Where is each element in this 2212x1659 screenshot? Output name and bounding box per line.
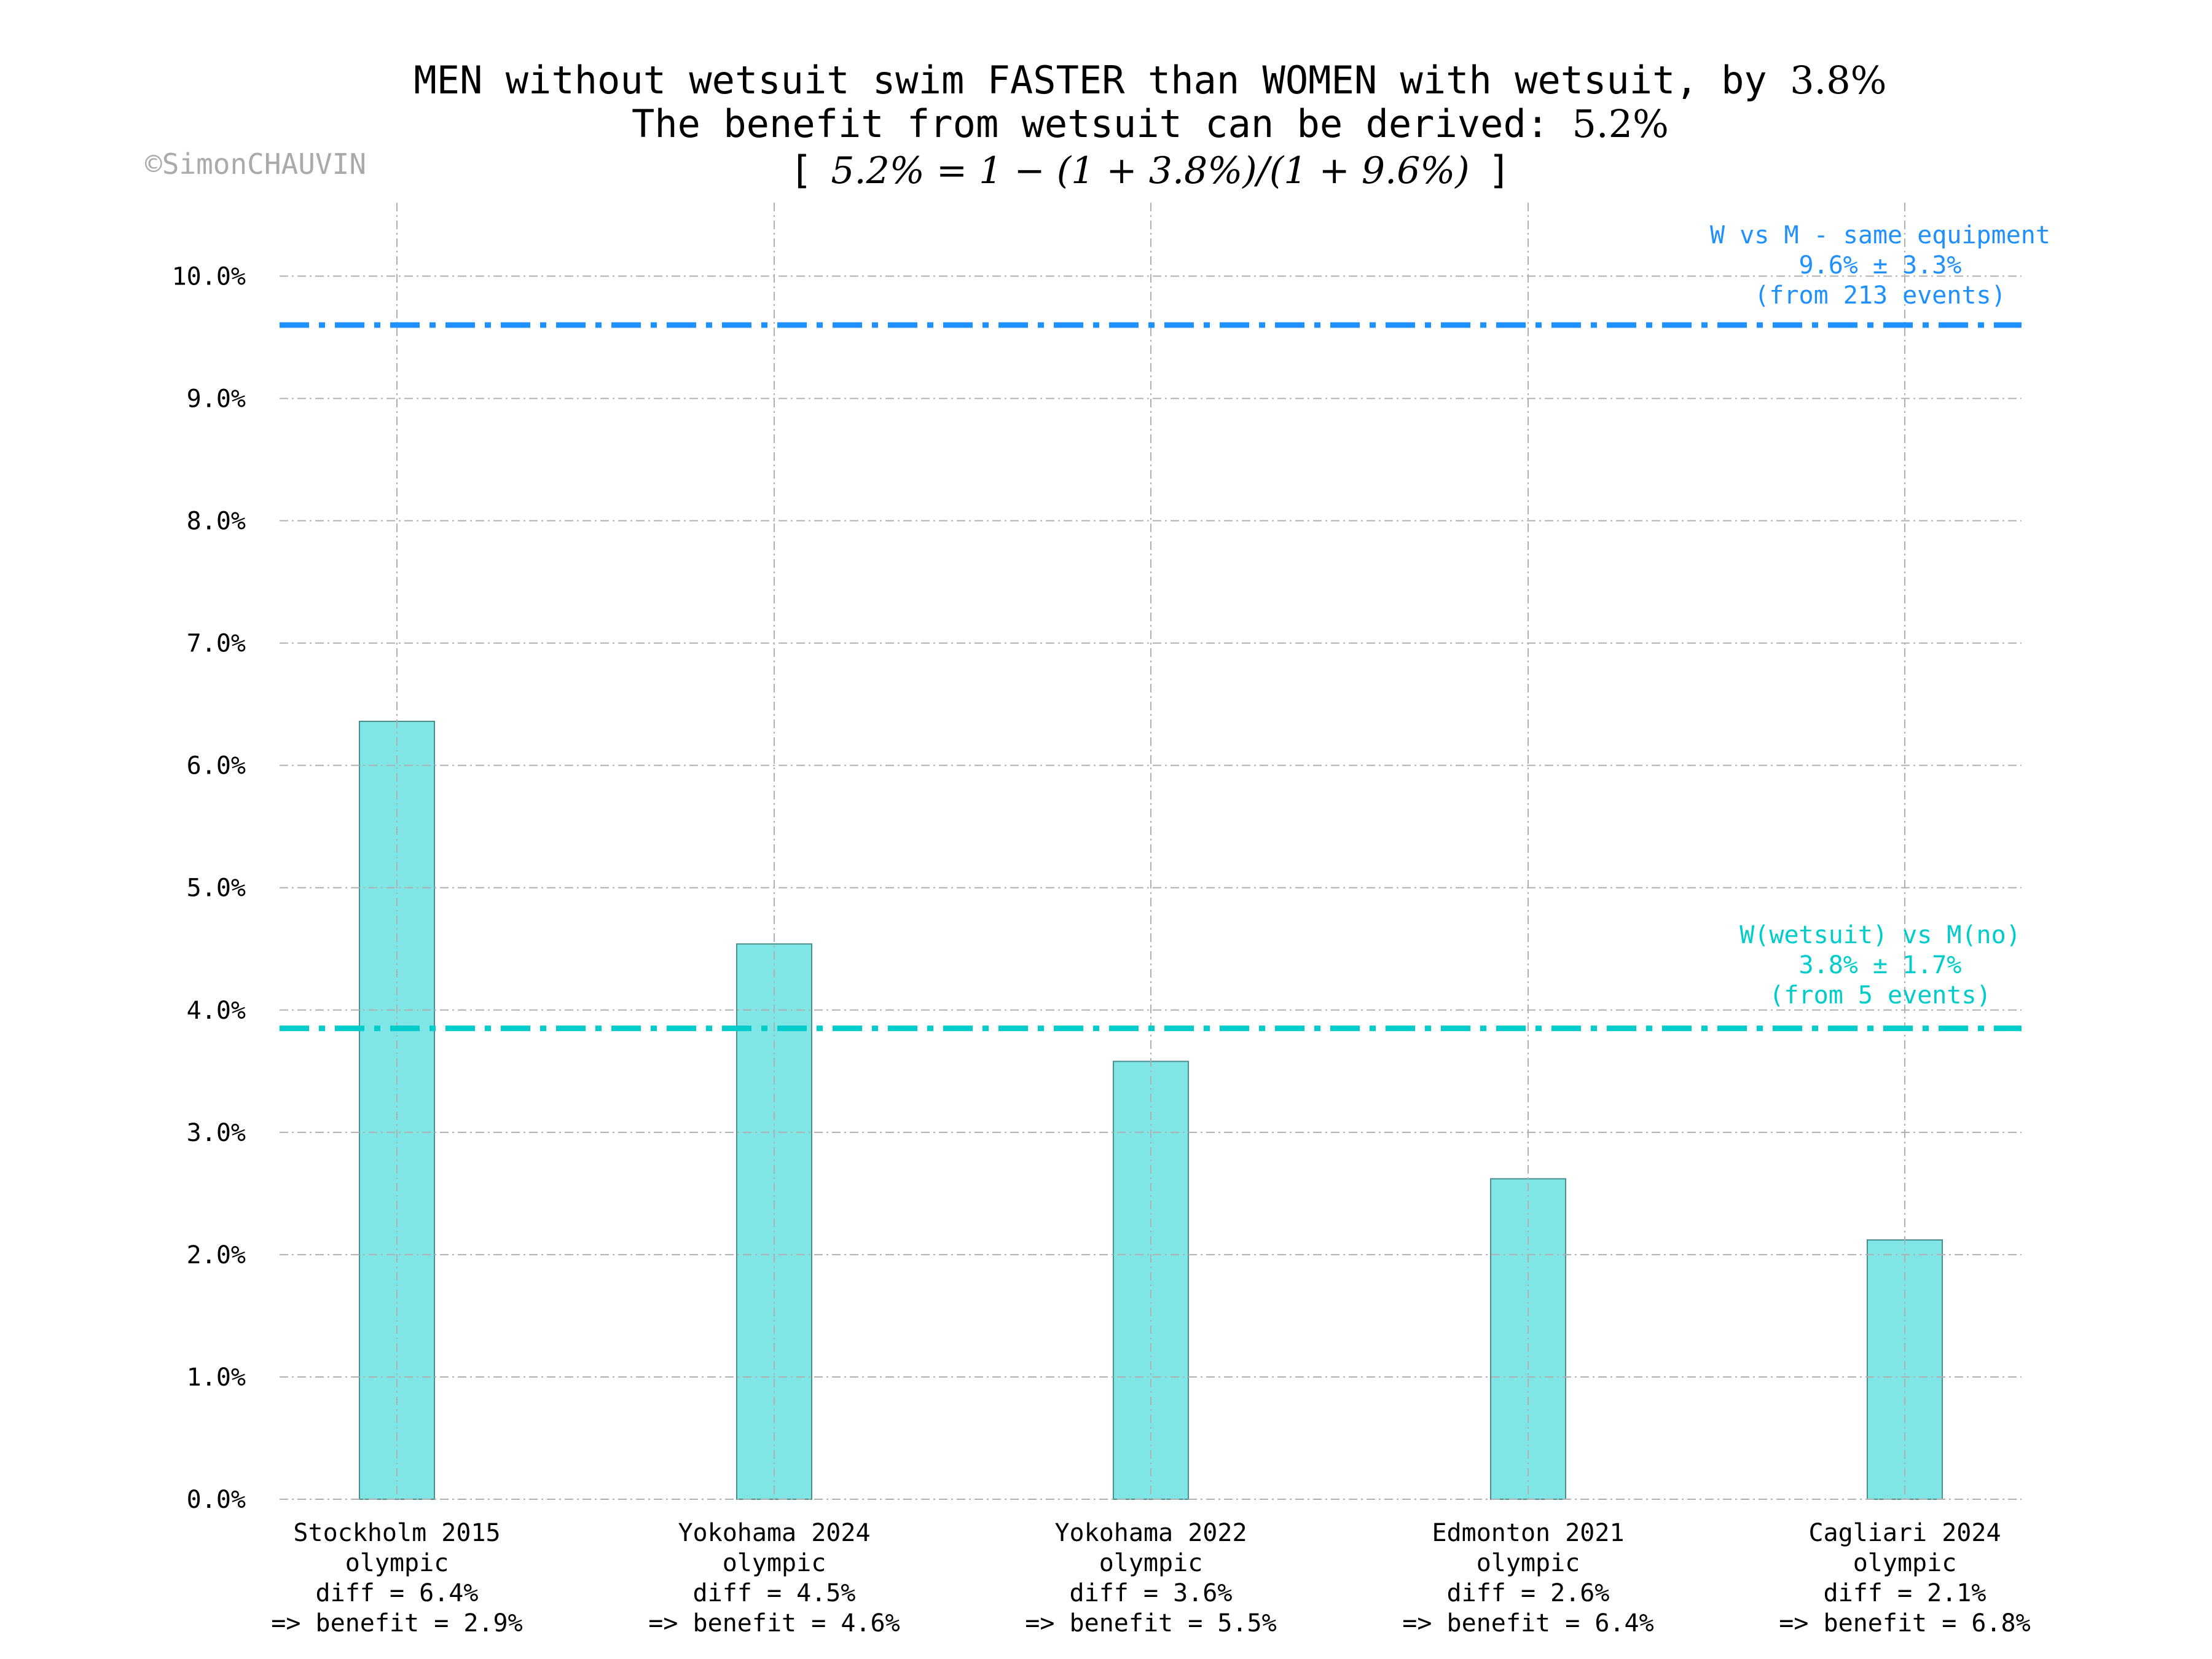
x-tick-label: Edmonton 2021 — [1432, 1519, 1624, 1547]
watermark: ©SimonCHAUVIN — [145, 147, 366, 181]
x-tick-detail: => benefit = 6.8% — [1779, 1609, 2030, 1637]
title-line-2: The benefit from wetsuit can be derived:… — [632, 101, 1669, 146]
y-tick-label: 8.0% — [187, 508, 246, 536]
title-line-3: [5.2% = 1 − (1 + 3.8%)/(1 + 9.6%)] — [790, 147, 1511, 192]
x-tick-detail: olympic — [345, 1549, 449, 1577]
reference-annotation: (from 5 events) — [1769, 981, 1991, 1010]
x-tick-detail: olympic — [1099, 1549, 1203, 1577]
x-tick-label: Stockholm 2015 — [293, 1519, 500, 1547]
y-tick-label: 6.0% — [187, 752, 246, 780]
x-tick-detail: olympic — [723, 1549, 826, 1577]
x-tick-detail: => benefit = 4.6% — [648, 1609, 900, 1637]
x-tick-label: Cagliari 2024 — [1808, 1519, 2001, 1547]
x-tick-detail: diff = 2.1% — [1824, 1579, 1986, 1607]
y-tick-label: 9.0% — [187, 385, 246, 413]
x-tick-detail: olympic — [1477, 1549, 1580, 1577]
reference-annotation: (from 213 events) — [1754, 281, 2006, 310]
y-tick-label: 4.0% — [187, 997, 246, 1025]
y-tick-label: 3.0% — [187, 1119, 246, 1147]
y-tick-label: 10.0% — [172, 262, 246, 291]
x-tick-detail: diff = 4.5% — [693, 1579, 856, 1607]
x-tick-label: Yokohama 2024 — [678, 1519, 870, 1547]
y-tick-label: 1.0% — [187, 1363, 246, 1392]
x-tick-detail: diff = 6.4% — [316, 1579, 479, 1607]
reference-annotation: W(wetsuit) vs M(no) — [1739, 921, 2021, 949]
title-line-1: MEN without wetsuit swim FASTER than WOM… — [414, 58, 1886, 103]
x-tick-detail: => benefit = 5.5% — [1025, 1609, 1276, 1637]
reference-annotation: 9.6% ± 3.3% — [1799, 251, 1962, 280]
x-tick-detail: diff = 3.6% — [1070, 1579, 1233, 1607]
y-tick-label: 0.0% — [187, 1486, 246, 1514]
reference-annotation: 3.8% ± 1.7% — [1799, 951, 1962, 979]
x-tick-detail: => benefit = 6.4% — [1402, 1609, 1653, 1637]
x-tick-label: Yokohama 2022 — [1054, 1519, 1247, 1547]
reference-annotation: W vs M - same equipment — [1710, 221, 2050, 249]
x-tick-detail: olympic — [1853, 1549, 1957, 1577]
chart-title: MEN without wetsuit swim FASTER than WOM… — [414, 58, 1886, 192]
y-tick-label: 2.0% — [187, 1241, 246, 1269]
y-tick-label: 7.0% — [187, 630, 246, 658]
y-tick-label: 5.0% — [187, 874, 246, 903]
x-tick-detail: => benefit = 2.9% — [271, 1609, 522, 1637]
y-axis-ticks: 0.0% 1.0% 2.0% 3.0% 4.0% 5.0% 6.0% 7.0% 8.0% 9.0%… — [172, 262, 246, 1514]
x-tick-detail: diff = 2.6% — [1447, 1579, 1610, 1607]
grid — [280, 203, 2022, 1500]
